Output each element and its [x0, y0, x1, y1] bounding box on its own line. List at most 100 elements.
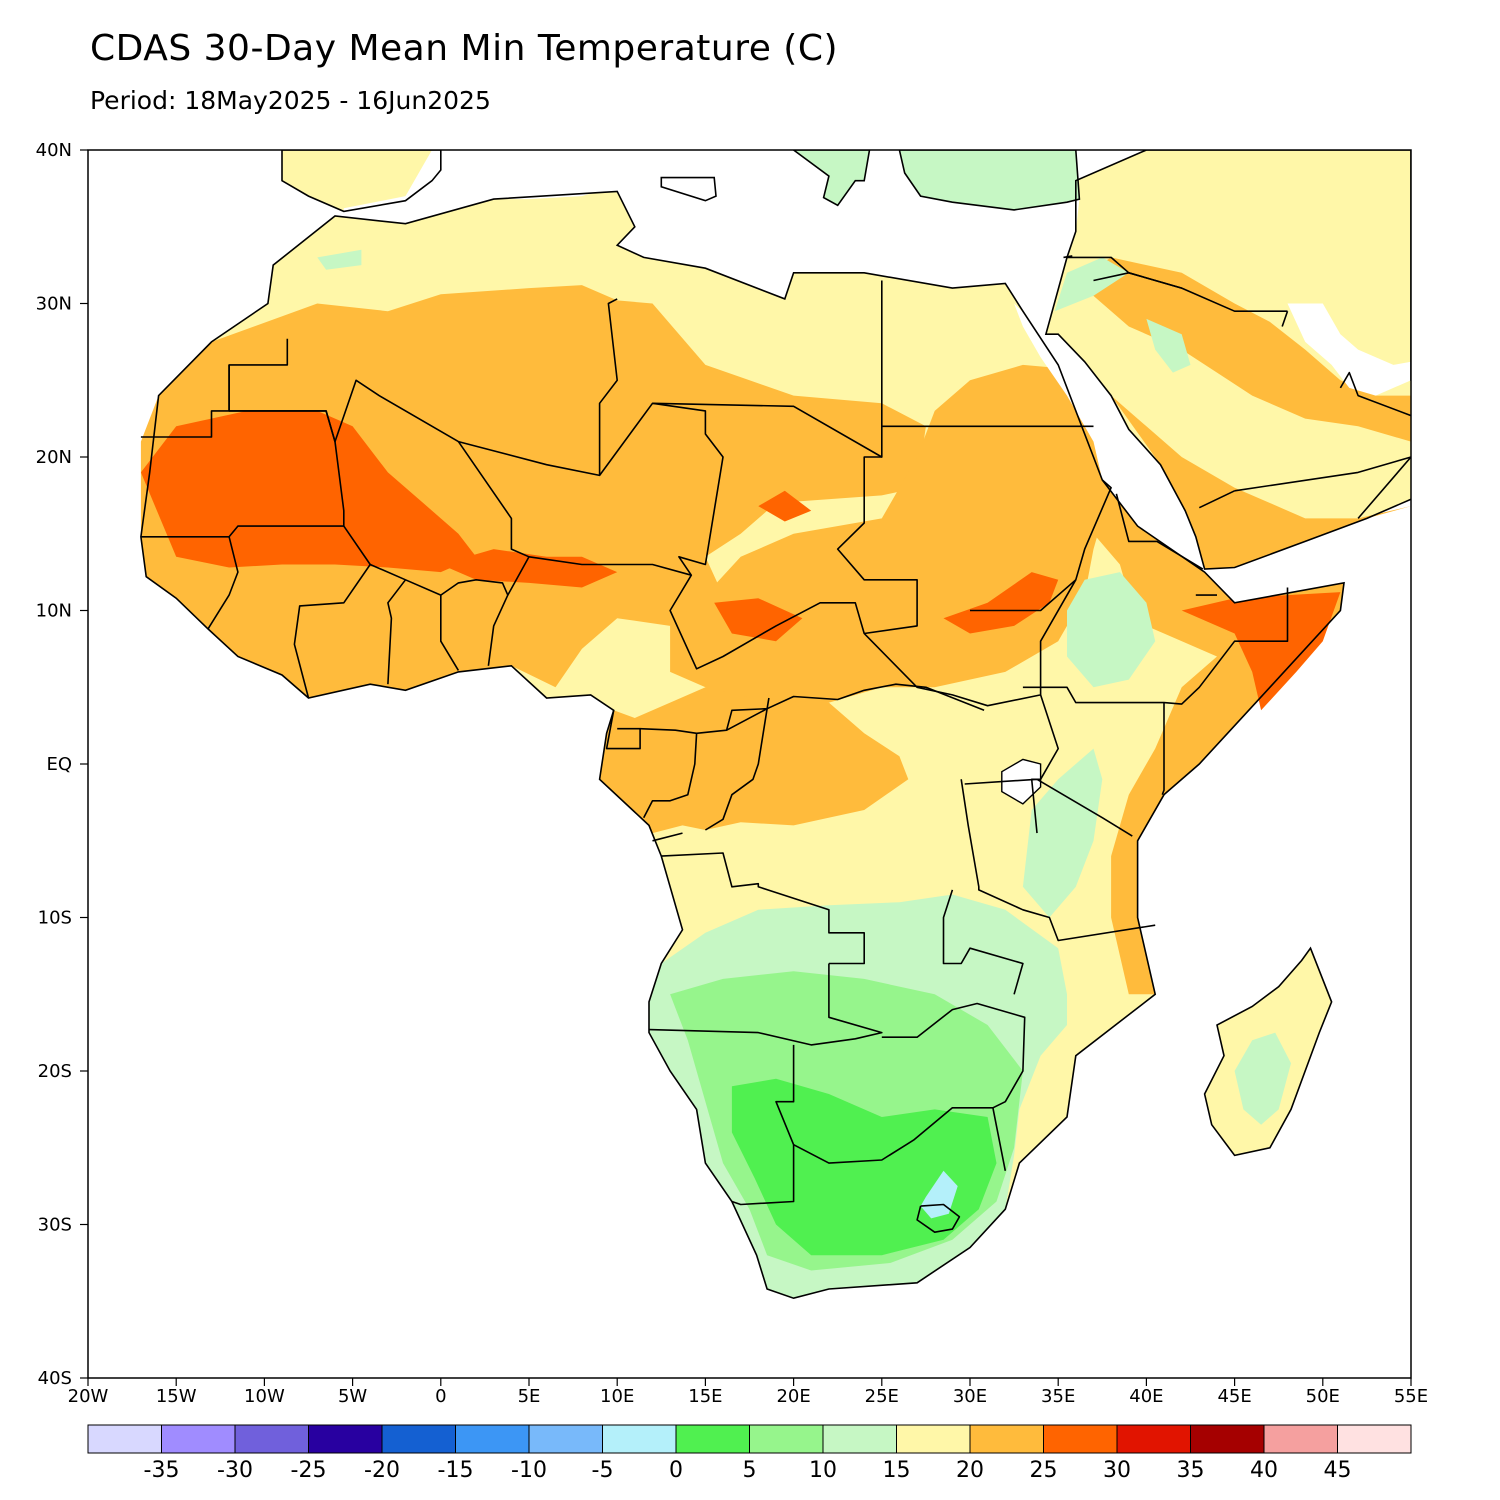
coastline [898, 150, 1081, 211]
legend-swatch [455, 1424, 530, 1454]
lon-tick-label: 15E [688, 1386, 722, 1407]
country-border [1281, 310, 1289, 327]
country-border [793, 1107, 1007, 1171]
region-somalia-hot-spot [1181, 592, 1341, 711]
legend-label: -5 [592, 1458, 614, 1483]
lon-tick-label: 30E [953, 1386, 987, 1407]
country-border [228, 410, 345, 538]
lake-outline [1001, 758, 1042, 805]
country-border [970, 579, 1077, 612]
legend-swatch [602, 1424, 677, 1454]
region-chad-hot-spot [758, 490, 812, 522]
region-mauritania-mali-hot-core [140, 410, 477, 573]
lat-tick-label: EQ [46, 754, 72, 775]
country-border [652, 280, 883, 458]
lon-tick-label: 5E [518, 1386, 541, 1407]
country-border [652, 832, 683, 842]
region-ethiopian-highlands-cool [1067, 572, 1156, 688]
region-madagascar-interior-cool [1234, 1032, 1291, 1125]
temperature-fields [140, 150, 1411, 1300]
legend-label: 45 [1324, 1458, 1352, 1483]
lon-tick-label: 5W [338, 1386, 367, 1407]
legend-swatch [675, 1424, 750, 1454]
country-border [387, 579, 407, 685]
country-border [960, 779, 1156, 942]
legend-label: 25 [1030, 1458, 1058, 1483]
country-border [1022, 587, 1289, 705]
region-lesotho-0-5-patch [920, 1170, 958, 1219]
legend-label: -30 [217, 1458, 253, 1483]
region-lake-chad-niger-hot-core [440, 549, 618, 588]
country-border [1234, 456, 1411, 492]
lon-tick-label: 35E [1041, 1386, 1075, 1407]
legend-swatch [381, 1424, 456, 1454]
legend-label: -15 [438, 1458, 474, 1483]
legend-swatch [896, 1424, 971, 1454]
lon-tick-label: 55E [1394, 1386, 1428, 1407]
lon-tick-label: 50E [1306, 1386, 1340, 1407]
region-arabian-north-band [1075, 257, 1411, 442]
region-gulf-of-aden [1204, 506, 1411, 603]
period-subtitle: Period: 18May2025 - 16Jun2025 [90, 86, 491, 115]
legend-label: 35 [1177, 1458, 1205, 1483]
legend-label: -10 [511, 1458, 547, 1483]
region-anatolia [899, 150, 1080, 210]
coastline [792, 150, 871, 207]
country-border [1115, 493, 1204, 570]
country-border [1030, 694, 1059, 834]
legend-swatch [822, 1424, 897, 1454]
country-border [942, 889, 1024, 995]
region-lake-victoria [1001, 759, 1041, 804]
country-border [836, 456, 918, 635]
region-mediterranean-sea [343, 150, 1080, 299]
coastline [1044, 150, 1411, 570]
country-border [457, 441, 530, 558]
region-persian-gulf [1287, 303, 1411, 396]
country-border [1198, 490, 1235, 509]
legend-label: 30 [1103, 1458, 1131, 1483]
region-levant-cool [1054, 257, 1129, 312]
lat-tick-label: 10S [38, 908, 72, 929]
lon-tick-label: 20W [68, 1386, 109, 1407]
country-border [661, 852, 866, 965]
region-car-chad-south-hot-spot [714, 598, 803, 642]
legend-label: -35 [144, 1458, 180, 1483]
legend-swatch [161, 1424, 236, 1454]
legend-swatch [234, 1424, 309, 1454]
region-congo-basin-band [599, 687, 909, 834]
country-border [1357, 456, 1411, 519]
country-border [1093, 271, 1182, 289]
legend-swatch [749, 1424, 824, 1454]
legend-swatch [1043, 1424, 1118, 1454]
country-border [648, 963, 883, 1046]
coastline [1203, 946, 1333, 1157]
country-borders [140, 255, 1411, 1233]
region-atlas-cool [317, 249, 362, 270]
lon-tick-label: 25E [865, 1386, 899, 1407]
country-border [964, 778, 1133, 837]
country-border [439, 595, 460, 671]
country-border [642, 733, 698, 819]
legend-label: 15 [883, 1458, 911, 1483]
region-saudi-hejaz-cool [1146, 318, 1191, 373]
region-east-africa-highlands-cool [1022, 748, 1103, 918]
legend-swatch [528, 1424, 603, 1454]
country-border [1339, 371, 1411, 417]
longitude-axis: 20W 15W 10W 5W 0 5E 10E 15E 20E 25E 30E 35E 40E 45E 50… [68, 1378, 1428, 1407]
chart-title: CDAS 30-Day Mean Min Temperature (C) [90, 28, 839, 69]
coastline [281, 150, 442, 213]
legend-swatch [308, 1424, 383, 1454]
lat-tick-label: 20N [36, 447, 72, 468]
lon-tick-label: 0 [435, 1386, 446, 1407]
country-border [343, 525, 509, 666]
legend-label: 20 [956, 1458, 984, 1483]
legend-swatch [1190, 1424, 1265, 1454]
region-western-sahara-band [140, 285, 926, 698]
legend-label: 10 [809, 1458, 837, 1483]
country-border [704, 708, 768, 831]
country-border [916, 1203, 961, 1233]
lon-tick-label: 40E [1129, 1386, 1163, 1407]
region-red-sea [1014, 303, 1205, 573]
country-border [1161, 702, 1165, 795]
